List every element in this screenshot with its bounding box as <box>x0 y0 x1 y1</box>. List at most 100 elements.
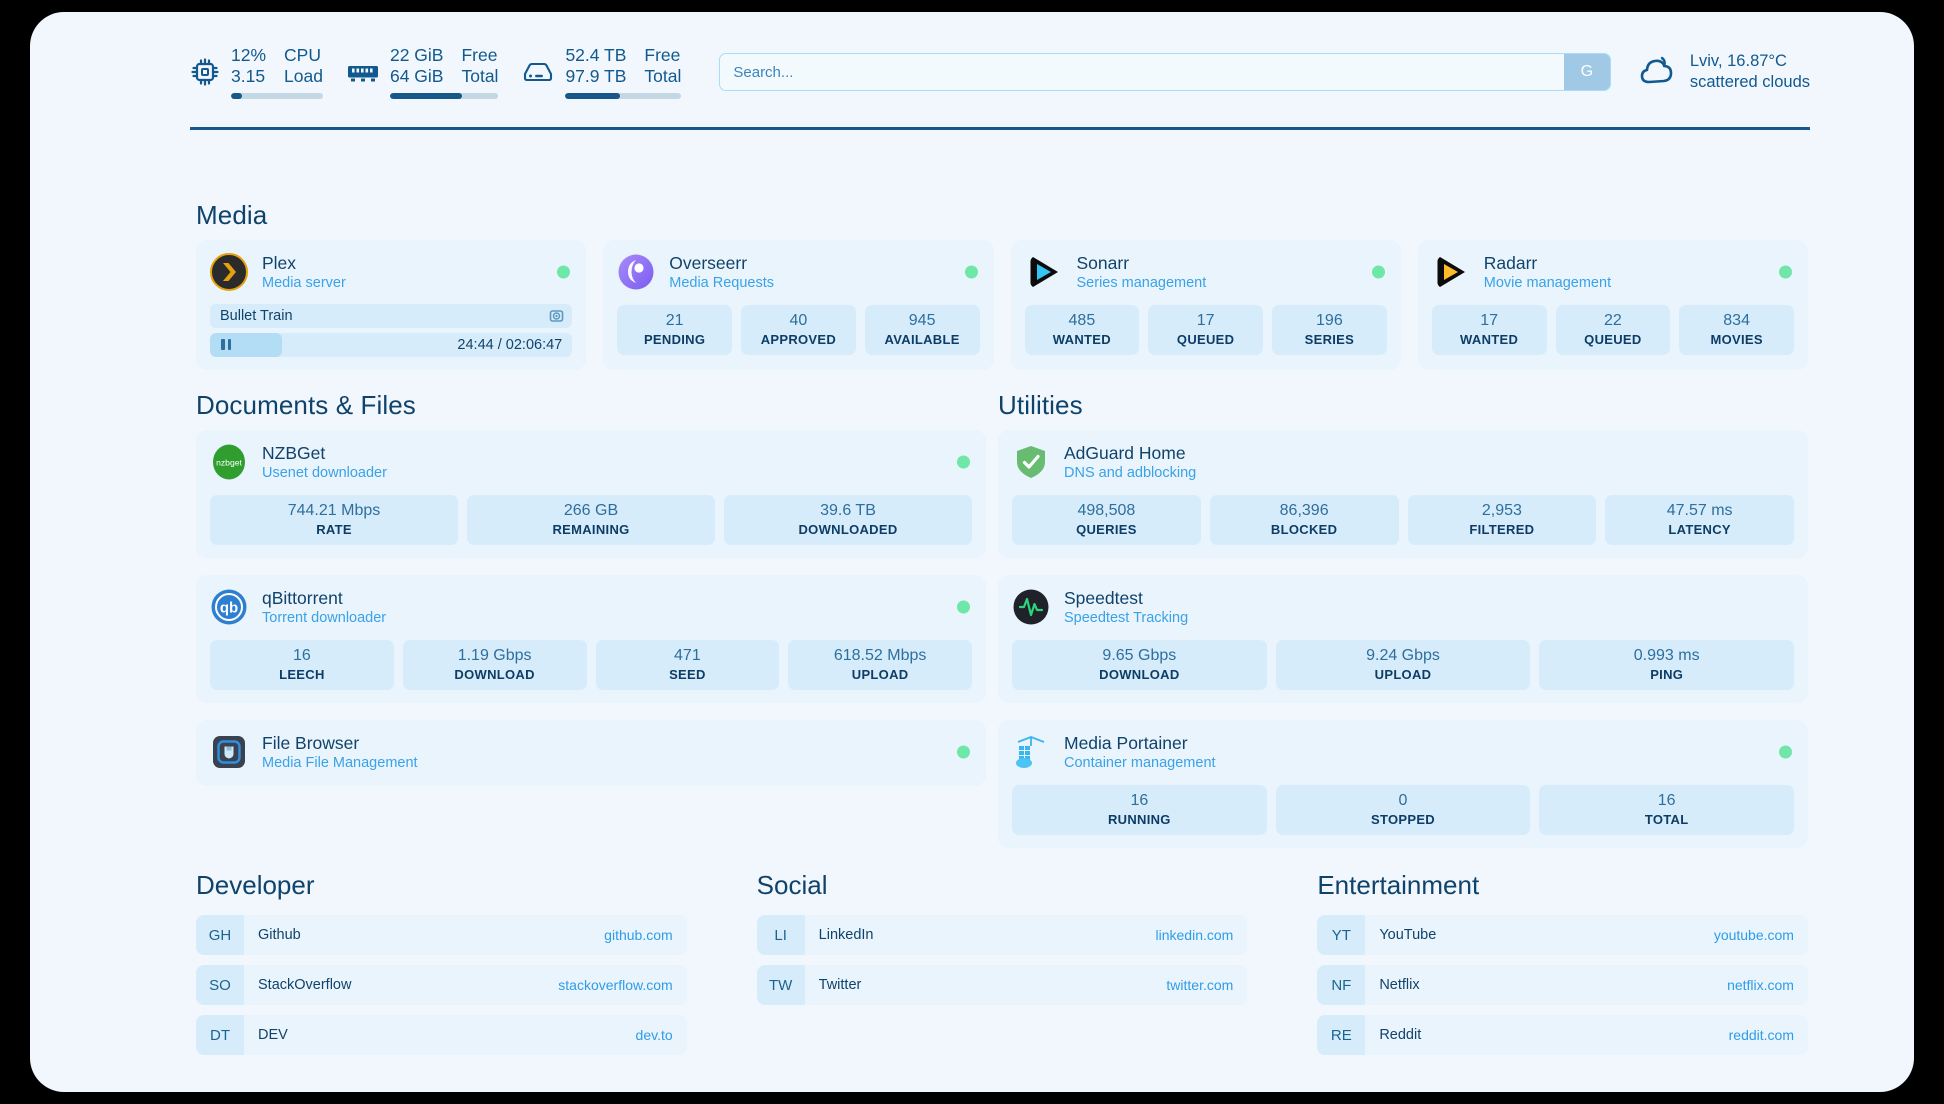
stat-row: 16 LEECH 1.19 Gbps DOWNLOAD 471 SEED 618.52 Mb… <box>210 639 972 690</box>
stat-tile[interactable]: 618.52 Mbps UPLOAD <box>788 639 972 690</box>
now-playing-title: Bullet Train <box>220 307 293 324</box>
stat-tile[interactable]: 16 LEECH <box>210 639 394 690</box>
resource-label-primary: Free <box>461 44 498 65</box>
stat-label: BLOCKED <box>1270 521 1338 537</box>
service-card-radarr[interactable]: Radarr Movie management 17 WANTED 22 QUEUED 83… <box>1417 240 1808 370</box>
svg-text:qb: qb <box>220 600 238 617</box>
status-indicator-online <box>557 265 571 279</box>
resource-values: 12% 3.15 CPU Load <box>231 45 323 88</box>
service-card-speedtest[interactable]: Speedtest Speedtest Tracking 9.65 Gbps DOWN… <box>998 574 1808 703</box>
bookmark-item[interactable]: LI LinkedIn linkedin.com <box>756 915 1248 955</box>
resource-progress-fill <box>389 93 462 100</box>
ram-icon <box>347 66 378 82</box>
stat-tile[interactable]: 21 PENDING <box>617 304 732 355</box>
stat-tile[interactable]: 498,508 QUERIES <box>1012 494 1201 545</box>
resource-progress-bar <box>565 93 682 100</box>
stat-value: 17 <box>1480 311 1499 329</box>
service-card-plex[interactable]: Plex Media server Bullet Train 24:44 / 02:… <box>196 240 587 370</box>
stat-row: 21 PENDING 40 APPROVED 945 AVAILABLE <box>617 304 980 355</box>
stat-value: 0.993 ms <box>1633 646 1700 664</box>
card-titles: qBittorrent Torrent downloader <box>262 587 386 628</box>
stat-tile[interactable]: 16 TOTAL <box>1539 784 1795 835</box>
bookmark-item[interactable]: NF Netflix netflix.com <box>1317 965 1808 1005</box>
stat-tile[interactable]: 86,396 BLOCKED <box>1209 494 1399 545</box>
stat-tile[interactable]: 196 SERIES <box>1272 304 1387 355</box>
search-box: G <box>719 53 1611 91</box>
service-card-file-browser[interactable]: File Browser Media File Management <box>196 719 986 786</box>
stat-value: 9.65 Gbps <box>1102 646 1177 664</box>
stat-tile[interactable]: 16 RUNNING <box>1012 784 1267 835</box>
service-description: Media File Management <box>262 755 418 772</box>
bookmark-group-title: Social <box>756 870 828 900</box>
stat-tile[interactable]: 22 QUEUED <box>1555 304 1671 355</box>
resource-value-primary: 22 GiB <box>389 44 444 65</box>
bookmark-list: GH Github github.com SO StackOverflow stackov… <box>196 915 687 1055</box>
status-indicator-online <box>1779 745 1792 759</box>
resource-label-col: Free Total <box>644 45 681 88</box>
stat-value: 16 <box>292 646 311 664</box>
stat-tile[interactable]: 9.24 Gbps UPLOAD <box>1275 639 1531 690</box>
resource-value-primary: 12% <box>231 44 267 65</box>
service-card-adguard-home[interactable]: AdGuard Home DNS and adblocking 498,508 QUE… <box>998 430 1808 558</box>
service-card-overseerr[interactable]: Overseerr Media Requests 21 PENDING 40 APPROV… <box>603 240 994 370</box>
disk-icon <box>522 61 554 83</box>
stat-tile[interactable]: 0.993 ms PING <box>1539 639 1795 690</box>
stat-label: SEED <box>669 666 706 682</box>
stat-tile[interactable]: 17 WANTED <box>1431 304 1547 355</box>
stat-tile[interactable]: 17 QUEUED <box>1148 304 1263 355</box>
bookmark-group-title: Entertainment <box>1317 870 1480 900</box>
bookmark-name: YouTube <box>1379 927 1437 943</box>
resource-value-secondary: 3.15 <box>231 66 266 86</box>
svg-text:nzbget: nzbget <box>216 458 242 468</box>
bookmark-item[interactable]: DT DEV dev.to <box>196 1015 687 1055</box>
resource-values: 22 GiB 64 GiB Free Total <box>390 45 498 88</box>
weather-widget: Lviv, 16.87°C scattered clouds <box>1637 51 1810 94</box>
search-input[interactable] <box>720 54 1564 90</box>
stat-label: UPLOAD <box>851 666 909 682</box>
weather-location-temp: Lviv, 16.87°C <box>1689 51 1787 70</box>
qbittorrent-icon: qb <box>210 588 248 626</box>
bookmark-group-developer: Developer GH Github github.com SO StackOverfl… <box>196 870 687 1055</box>
bookmark-item[interactable]: TW Twitter twitter.com <box>756 965 1248 1005</box>
bookmark-item[interactable]: YT YouTube youtube.com <box>1317 915 1808 955</box>
bookmark-abbreviation: NF <box>1317 965 1366 1005</box>
service-card-nzbget[interactable]: nzbget NZBGet Usenet downloader 744.21 Mbps… <box>196 430 986 558</box>
stat-tile[interactable]: 2,953 FILTERED <box>1407 494 1597 545</box>
stat-tile[interactable]: 744.21 Mbps RATE <box>210 494 458 545</box>
service-card-sonarr[interactable]: Sonarr Series management 485 WANTED 17 QUEUED… <box>1010 240 1401 370</box>
status-indicator-online <box>957 600 970 614</box>
service-name: Speedtest <box>1064 587 1143 608</box>
stat-tile[interactable]: 40 APPROVED <box>741 304 856 355</box>
radarr-icon <box>1432 253 1470 291</box>
bookmark-item[interactable]: SO StackOverflow stackoverflow.com <box>196 965 687 1005</box>
now-playing-progress[interactable]: 24:44 / 02:06:47 <box>210 332 573 357</box>
stat-tile[interactable]: 47.57 ms LATENCY <box>1605 494 1794 545</box>
service-card-qbittorrent[interactable]: qb qBittorrent Torrent downloader 16 LEECH 1.… <box>196 574 986 703</box>
bookmark-url: reddit.com <box>1728 1027 1794 1043</box>
stat-tile[interactable]: 266 GB REMAINING <box>467 494 715 545</box>
stat-label: REMAINING <box>552 521 630 537</box>
bookmark-name: Netflix <box>1379 977 1420 993</box>
card-header: Speedtest Speedtest Tracking <box>1012 587 1794 628</box>
stat-label: RUNNING <box>1107 811 1171 827</box>
stat-tile[interactable]: 945 AVAILABLE <box>864 304 980 355</box>
stat-label: FILTERED <box>1469 521 1535 537</box>
stat-tile[interactable]: 9.65 Gbps DOWNLOAD <box>1012 639 1267 690</box>
stat-tile[interactable]: 834 MOVIES <box>1679 304 1794 355</box>
stat-tile[interactable]: 0 STOPPED <box>1275 784 1531 835</box>
bookmark-item[interactable]: GH Github github.com <box>196 915 687 955</box>
stat-tile[interactable]: 1.19 Gbps DOWNLOAD <box>402 639 587 690</box>
service-card-media-portainer[interactable]: Media Portainer Container management 16 RUN… <box>998 719 1808 848</box>
plex-icon <box>210 253 248 292</box>
stat-tile[interactable]: 39.6 TB DOWNLOADED <box>724 494 972 545</box>
bookmark-item[interactable]: RE Reddit reddit.com <box>1317 1015 1808 1055</box>
pause-icon[interactable] <box>221 339 231 351</box>
service-description: Torrent downloader <box>262 610 387 627</box>
stat-tile[interactable]: 471 SEED <box>595 639 780 690</box>
filebrowser-icon <box>210 733 248 771</box>
search-submit-button[interactable]: G <box>1563 54 1610 90</box>
stat-tile[interactable]: 485 WANTED <box>1024 304 1140 355</box>
cast-icon[interactable] <box>549 308 564 323</box>
card-titles: Plex Media server <box>262 252 346 293</box>
resource-body: 52.4 TB 97.9 TB Free Total <box>565 45 682 100</box>
